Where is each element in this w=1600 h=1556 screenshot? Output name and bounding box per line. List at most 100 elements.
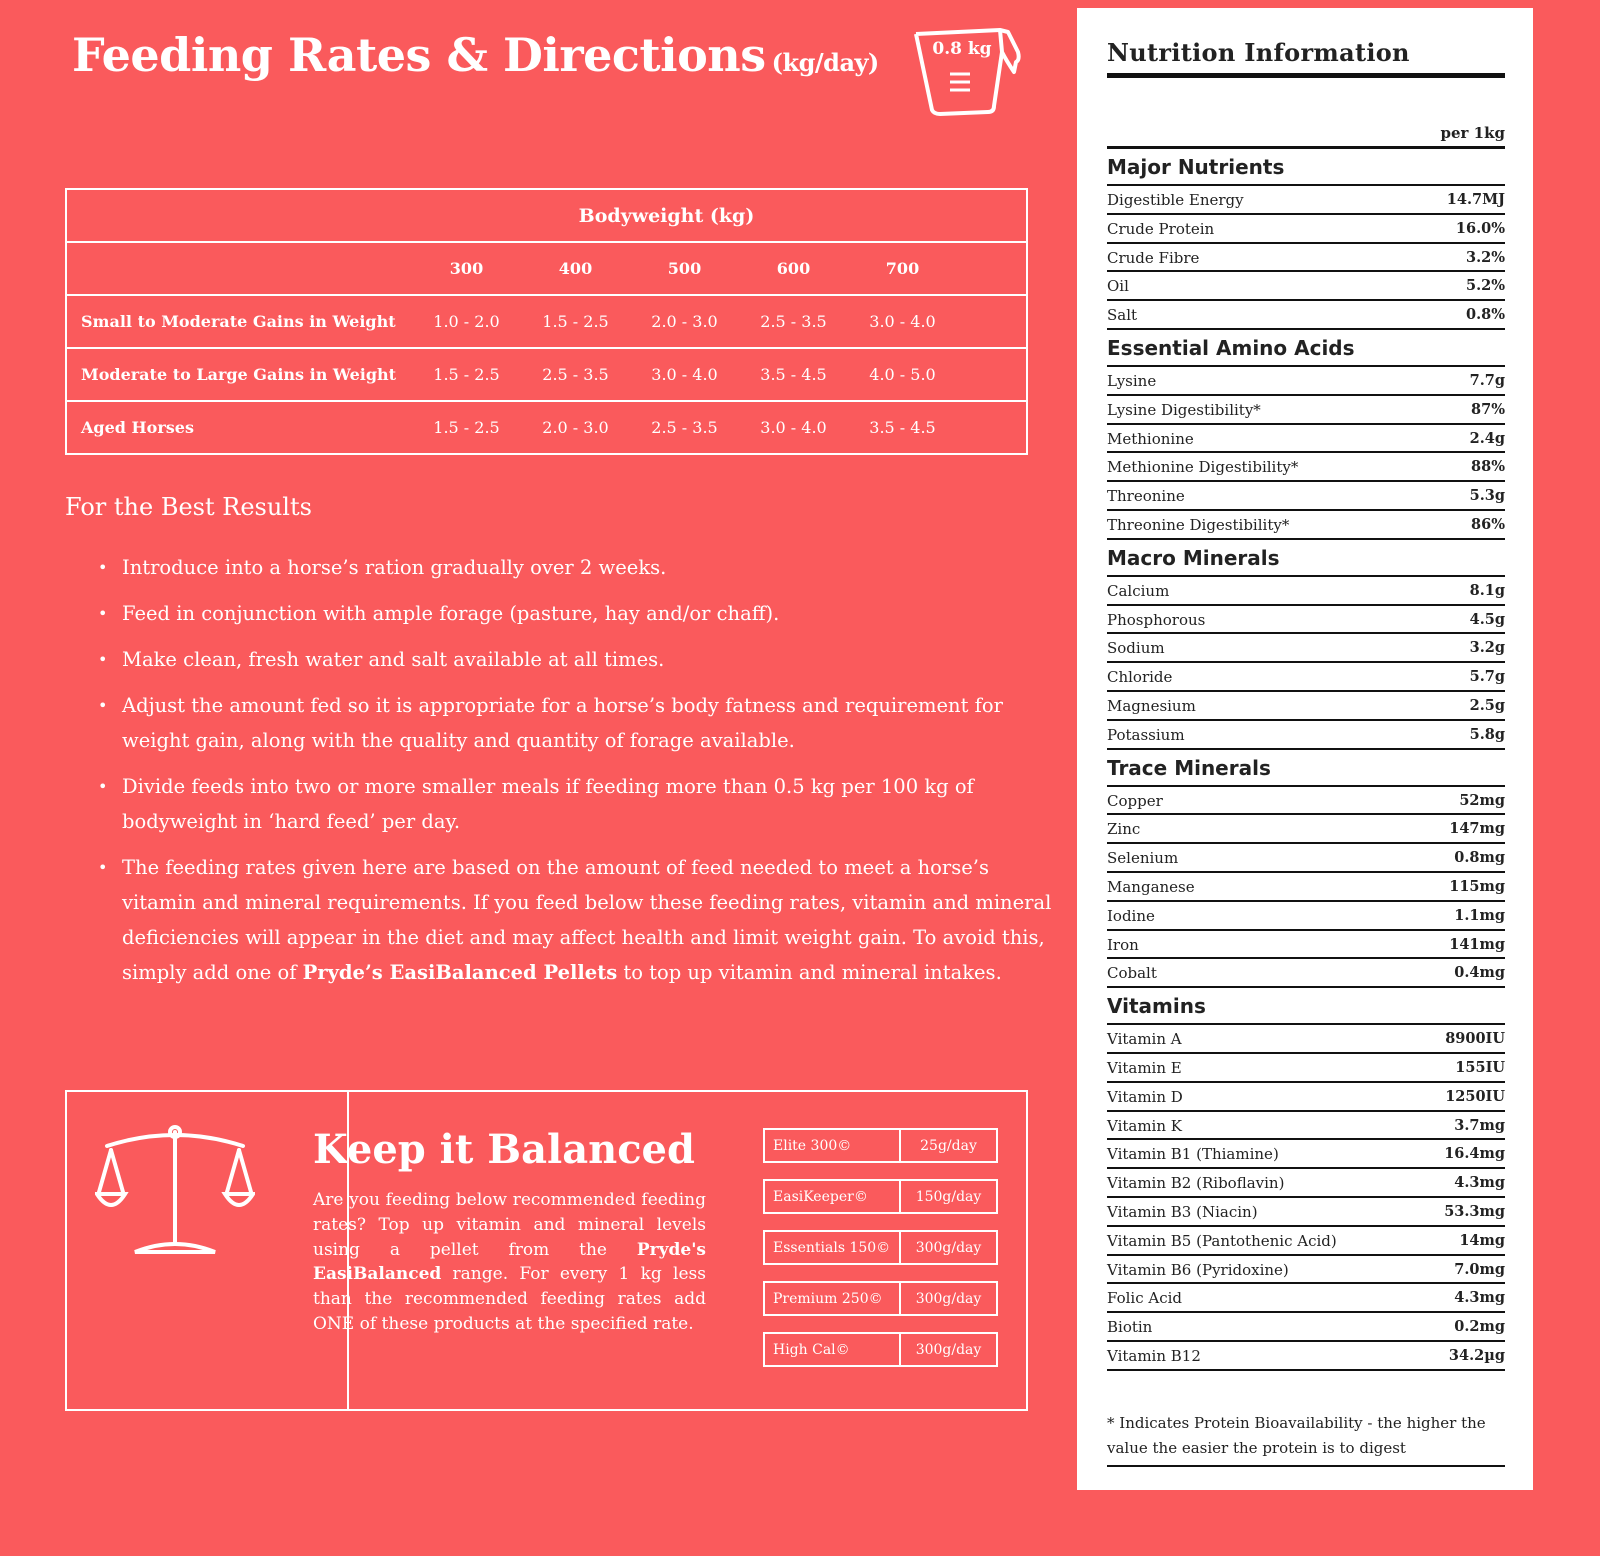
- bold-text: Pryde’s EasiBalanced Pellets: [302, 961, 618, 984]
- nutrient-row: Methionine 2.4g: [1107, 425, 1505, 454]
- nutrient-row: Vitamin B5 (Pantothenic Acid) 14mg: [1107, 1227, 1505, 1256]
- scoop-label: 0.8 kg: [932, 39, 991, 59]
- nutrient-value: 5.8g: [1469, 725, 1505, 743]
- product-table: Elite 300© 25g/day EasiKeeper© 150g/day Esse…: [763, 1128, 998, 1383]
- nutrient-value: 5.3g: [1469, 487, 1505, 505]
- nutrient-row: Vitamin B6 (Pyridoxine) 7.0mg: [1107, 1256, 1505, 1285]
- nutrient-value: 86%: [1471, 515, 1505, 533]
- title-text: Feeding Rates & Directions: [72, 28, 766, 82]
- nutrient-row: Vitamin D 1250IU: [1107, 1083, 1505, 1112]
- column-header: 500: [667, 259, 702, 278]
- table-cell: 3.5 - 4.5: [760, 365, 827, 384]
- nutrient-name: Salt: [1107, 306, 1138, 325]
- nutrient-value: 147mg: [1449, 820, 1505, 838]
- nutrient-name: Vitamin B6 (Pyridoxine): [1107, 1260, 1289, 1279]
- nutrient-value: 7.7g: [1469, 371, 1505, 389]
- nutrient-value: 155IU: [1455, 1058, 1505, 1076]
- nutrient-row: Biotin 0.2mg: [1107, 1313, 1505, 1342]
- balance-text: Are you feeding below recommended feedin…: [313, 1188, 706, 1337]
- row-label: Moderate to Large Gains in Weight: [81, 365, 397, 384]
- nutrient-name: Vitamin E: [1107, 1058, 1182, 1077]
- nutrient-value: 0.2mg: [1454, 1318, 1505, 1336]
- feeding-table: Bodyweight (kg) 300 400 500 600 700 Small to M…: [65, 188, 1028, 455]
- nutrient-value: 16.0%: [1455, 219, 1505, 237]
- row-label: Aged Horses: [81, 418, 194, 437]
- nutrient-name: Sodium: [1107, 639, 1165, 658]
- table-cell: 1.5 - 2.5: [433, 418, 500, 437]
- column-header: 400: [558, 259, 593, 278]
- product-row: EasiKeeper© 150g/day: [763, 1179, 998, 1214]
- nutrient-row: Digestible Energy 14.7MJ: [1107, 186, 1505, 215]
- nutrition-panel: Nutrition Information per 1kg Major Nutr…: [1077, 8, 1533, 1490]
- nutrient-value: 1.1mg: [1454, 906, 1505, 924]
- text: Feed in conjunction with ample forage (p…: [122, 602, 780, 625]
- nutrient-row: Magnesium 2.5g: [1107, 692, 1505, 721]
- product-name: High Cal©: [765, 1334, 901, 1365]
- nutrient-value: 7.0mg: [1454, 1260, 1505, 1278]
- nutrient-value: 5.2%: [1465, 277, 1505, 295]
- nutrient-value: 8.1g: [1469, 581, 1505, 599]
- nutrient-row: Cobalt 0.4mg: [1107, 959, 1505, 989]
- product-rate: 300g/day: [915, 1290, 982, 1307]
- bullet-item: Divide feeds into two or more smaller me…: [98, 769, 1057, 839]
- column-header: 300: [449, 259, 484, 278]
- product-name: Elite 300©: [765, 1130, 901, 1161]
- product-row: Elite 300© 25g/day: [763, 1128, 998, 1163]
- nutrient-row: Threonine 5.3g: [1107, 482, 1505, 511]
- product-row: Essentials 150© 300g/day: [763, 1230, 998, 1265]
- product-name: Premium 250©: [765, 1283, 901, 1314]
- nutrient-value: 16.4mg: [1444, 1145, 1505, 1163]
- table-cell: 3.0 - 4.0: [651, 365, 718, 384]
- nutrient-row: Threonine Digestibility* 86%: [1107, 511, 1505, 540]
- nutrient-name: Chloride: [1107, 668, 1173, 687]
- nutrient-name: Digestible Energy: [1107, 191, 1244, 209]
- table-cell: 1.5 - 2.5: [433, 365, 500, 384]
- nutrient-name: Folic Acid: [1107, 1289, 1183, 1308]
- nutrient-name: Vitamin B12: [1107, 1346, 1201, 1365]
- nutrient-row: Sodium 3.2g: [1107, 634, 1505, 664]
- table-cell: 3.5 - 4.5: [869, 418, 936, 437]
- bullet-item: Make clean, fresh water and salt availab…: [98, 642, 1057, 677]
- column-header: 700: [885, 259, 920, 278]
- text: to top up vitamin and mineral intakes.: [617, 961, 1002, 984]
- nutrient-value: 0.8%: [1465, 306, 1505, 324]
- nutrient-name: Biotin: [1107, 1318, 1153, 1337]
- nutrient-name: Vitamin B1 (Thiamine): [1107, 1145, 1279, 1164]
- nutrient-value: 14mg: [1459, 1231, 1505, 1249]
- nutrient-value: 2.4g: [1469, 429, 1505, 447]
- product-rate: 300g/day: [915, 1239, 982, 1256]
- nutrient-row: Lysine Digestibility* 87%: [1107, 396, 1505, 425]
- nutrient-row: Manganese 115mg: [1107, 873, 1505, 902]
- nutrient-value: 115mg: [1449, 877, 1505, 895]
- text: Are you feeding below recommended feedin…: [313, 1190, 706, 1260]
- nutrient-value: 14.7MJ: [1446, 191, 1505, 208]
- product-rate: 25g/day: [920, 1137, 977, 1154]
- nutrient-row: Vitamin B3 (Niacin) 53.3mg: [1107, 1198, 1505, 1227]
- nutrient-name: Crude Protein: [1107, 219, 1215, 238]
- table-cell: 1.0 - 2.0: [433, 312, 500, 331]
- nutrition-content: Nutrition Information per 1kg Major Nutr…: [1107, 38, 1505, 1467]
- nutrient-value: 0.8mg: [1454, 849, 1505, 867]
- nutrient-value: 3.2%: [1465, 248, 1505, 266]
- bullet-item: Introduce into a horse’s ration graduall…: [98, 550, 1057, 585]
- nutrient-name: Vitamin K: [1107, 1116, 1182, 1135]
- nutrient-value: 0.4mg: [1454, 964, 1505, 982]
- nutrient-name: Lysine Digestibility*: [1107, 400, 1261, 419]
- text: range. For every 1 kg less than the reco…: [313, 1264, 706, 1334]
- bold-text: Pryde's EasiBalanced: [313, 1239, 706, 1285]
- nutrient-row: Folic Acid 4.3mg: [1107, 1284, 1505, 1314]
- nutrient-row: Vitamin B2 (Riboflavin) 4.3mg: [1107, 1169, 1505, 1198]
- nutrient-row: Copper 52mg: [1107, 787, 1505, 816]
- section-heading: Trace Minerals: [1107, 750, 1505, 787]
- nutrient-name: Methionine: [1107, 429, 1194, 448]
- nutrient-name: Phosphorous: [1107, 610, 1206, 629]
- nutrient-name: Zinc: [1107, 820, 1141, 839]
- bullet-item: The feeding rates given here are based o…: [98, 850, 1057, 990]
- balance-box: Keep it Balanced Are you feeding below r…: [65, 1090, 1028, 1411]
- nutrient-row: Lysine 7.7g: [1107, 367, 1505, 396]
- nutrient-name: Threonine: [1107, 487, 1185, 506]
- product-name: Essentials 150©: [765, 1232, 901, 1263]
- table-cell: 2.5 - 3.5: [651, 418, 718, 437]
- scoop-outline: [914, 28, 1021, 116]
